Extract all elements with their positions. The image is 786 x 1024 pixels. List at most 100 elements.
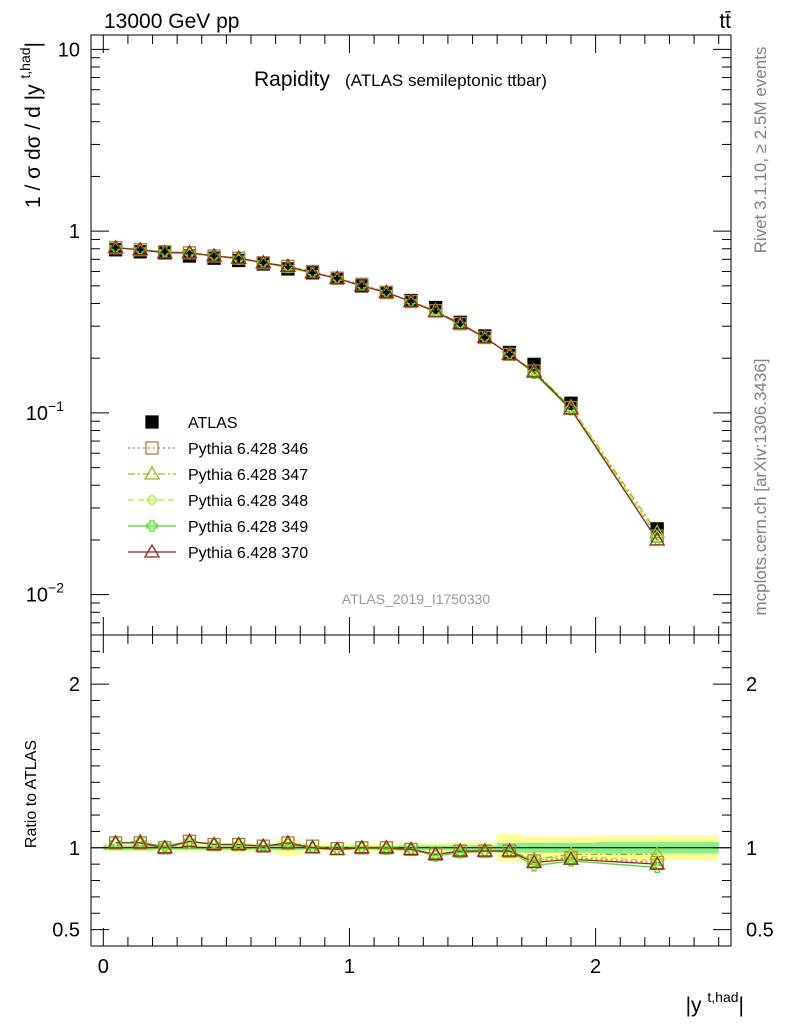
main-data-point: [565, 404, 577, 416]
main-data-point: [452, 315, 469, 330]
main-y-tick-label-exponent: −1: [48, 398, 64, 414]
ratio-data-point: [181, 832, 198, 847]
ratio-x-tick-label: 0: [98, 956, 109, 978]
main-data-point: [282, 261, 294, 274]
ratio-data-point: [528, 854, 540, 867]
ratio-data-point: [454, 847, 466, 859]
legend-marker: [146, 520, 158, 532]
ratio-plot-panel: 0.5 0.5 1 1 2 2 0 1 2 Ratio to ATLAS |y t,had|: [23, 634, 774, 1017]
main-y-tick-label-exponent: −2: [48, 580, 64, 596]
main-data-point: [230, 249, 247, 264]
main-y-tick-label-base: 10: [58, 39, 80, 61]
main-data-point: [353, 277, 370, 292]
legend-marker: [146, 494, 158, 506]
ratio-data-point: [525, 850, 543, 865]
ratio-data-point: [230, 836, 247, 851]
ratio-plot-frame: [90, 634, 732, 947]
main-data-point: [427, 303, 444, 318]
ratio-data-point: [565, 850, 577, 862]
ratio-data-point: [380, 843, 393, 856]
ratio-data-point: [304, 839, 321, 854]
main-y-axis-label-text: 1 / σ dσ / d |y: [22, 84, 45, 208]
ratio-y-tick-label: 2: [69, 674, 80, 696]
legend-marker: [143, 543, 161, 558]
legend-marker: [145, 415, 159, 429]
plot-title: Rapidity: [254, 68, 330, 91]
main-data-point: [156, 244, 173, 259]
ratio-data-point: [208, 836, 220, 849]
main-series-line: [115, 247, 658, 537]
ratio-y-tick-label: 1: [69, 838, 80, 860]
ratio-x-tick-label: 1: [344, 956, 355, 978]
x-axis-label-superscript: t,had: [707, 989, 738, 1005]
main-data-point: [525, 363, 543, 378]
main-data-point: [255, 254, 272, 269]
main-plot-frame: [90, 34, 732, 636]
ratio-data-point: [476, 842, 493, 857]
ratio-data-point: [279, 834, 297, 849]
main-data-point: [181, 244, 198, 259]
ratio-y-tick-label-right: 0.5: [746, 920, 774, 942]
process-label: tt̄: [719, 10, 731, 33]
legend-label: ATLAS: [188, 415, 238, 432]
x-axis-label-text: |y: [686, 994, 702, 1017]
ratio-data-point: [255, 837, 272, 852]
legend-label: Pythia 6.428 348: [188, 493, 308, 510]
main-y-tick-label-base: 1: [69, 221, 80, 243]
main-data-point: [528, 367, 540, 380]
legend: ATLAS Pythia 6.428 346 Pythia 6.428 347 Pyt…: [128, 415, 308, 562]
ratio-data-point: [649, 855, 666, 870]
ratio-x-tick-label: 2: [590, 956, 601, 978]
main-y-tick-label-base: 10: [26, 403, 48, 425]
main-y-axis-label: 1 / σ dσ / d |y t,had|: [17, 42, 45, 208]
main-data-point: [329, 270, 346, 284]
x-axis-label: |y t,had|: [686, 989, 744, 1017]
ratio-data-point: [353, 839, 370, 854]
x-axis-label-end: |: [739, 994, 744, 1017]
ratio-data-point: [429, 850, 442, 862]
analysis-tag: ATLAS_2019_I1750330: [342, 591, 491, 607]
ratio-data-point: [378, 839, 395, 854]
main-data-point: [279, 258, 297, 273]
main-data-point: [476, 329, 493, 344]
ratio-data-point: [525, 854, 543, 869]
ratio-data-point: [132, 834, 149, 849]
main-data-point: [649, 531, 666, 546]
rivet-label: Rivet 3.1.10, ≥ 2.5M events: [751, 47, 770, 254]
main-data-point: [649, 524, 666, 539]
ratio-data-point: [649, 846, 666, 860]
main-data-point: [107, 239, 124, 254]
ratio-data-point: [562, 846, 580, 860]
main-data-point: [528, 365, 540, 377]
main-data-point: [565, 401, 577, 414]
ratio-data-point: [562, 850, 580, 865]
legend-label: Pythia 6.428 347: [188, 467, 308, 484]
main-data-point: [402, 293, 420, 308]
legend-marker: [145, 441, 159, 455]
main-data-point: [454, 319, 466, 331]
ratio-data-point: [205, 836, 223, 851]
ratio-y-axis-label: Ratio to ATLAS: [23, 740, 40, 848]
main-y-tick-label: 10−1: [26, 398, 64, 425]
mcplots-label: mcplots.cern.ch [arXiv:1306.3436]: [751, 358, 770, 615]
ratio-data-point: [651, 854, 664, 867]
main-data-point: [205, 247, 223, 262]
main-y-tick-label: 10: [58, 39, 80, 61]
ratio-data-point: [452, 842, 469, 857]
main-data-point: [429, 304, 442, 317]
legend-marker: [143, 465, 161, 480]
ratio-data-point: [501, 842, 518, 857]
legend-label: Pythia 6.428 346: [188, 441, 308, 458]
main-y-axis-label-end: |: [22, 42, 45, 47]
main-data-point: [501, 346, 518, 360]
main-data-point: [651, 530, 664, 543]
main-y-tick-label: 10−2: [26, 580, 64, 607]
plot-subtitle: (ATLAS semileptonic ttbar): [345, 71, 547, 90]
ratio-data-point: [156, 839, 173, 854]
legend-label: Pythia 6.428 349: [188, 519, 308, 536]
main-data-point: [378, 284, 395, 299]
main-y-tick-label: 1: [69, 221, 80, 243]
ratio-data-point: [565, 855, 577, 867]
ratio-y-tick-label-right: 1: [746, 838, 757, 860]
